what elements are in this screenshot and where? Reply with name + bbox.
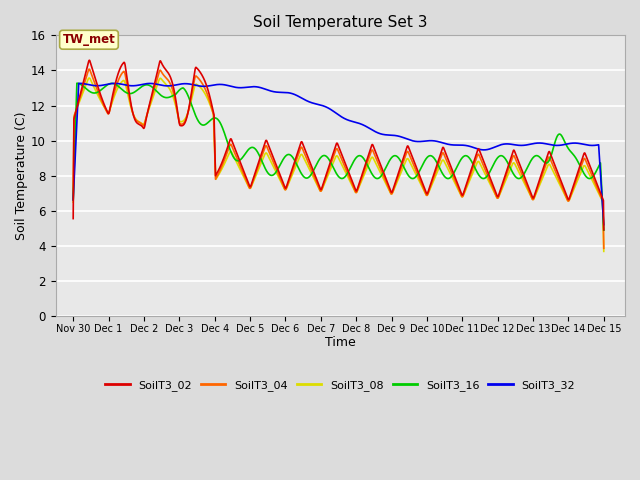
X-axis label: Time: Time <box>325 336 356 348</box>
Text: TW_met: TW_met <box>63 33 115 46</box>
Y-axis label: Soil Temperature (C): Soil Temperature (C) <box>15 112 28 240</box>
Title: Soil Temperature Set 3: Soil Temperature Set 3 <box>253 15 428 30</box>
Legend: SoilT3_02, SoilT3_04, SoilT3_08, SoilT3_16, SoilT3_32: SoilT3_02, SoilT3_04, SoilT3_08, SoilT3_… <box>100 375 580 395</box>
